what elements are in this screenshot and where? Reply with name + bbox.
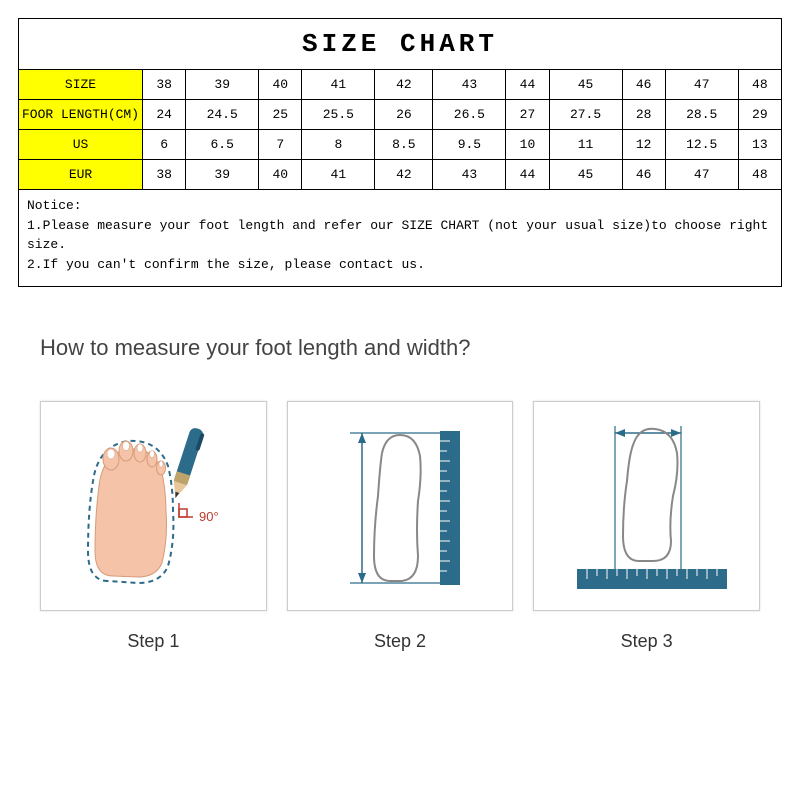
table-cell: 12.5 (665, 130, 738, 160)
table-cell: 47 (665, 70, 738, 100)
table-cell: 44 (506, 160, 549, 190)
table-cell: 25 (259, 100, 302, 130)
step-2-image (287, 401, 514, 611)
table-cell: 41 (302, 160, 375, 190)
table-cell: 38 (143, 70, 186, 100)
table-cell: 7 (259, 130, 302, 160)
table-cell: 39 (186, 160, 259, 190)
table-cell: 46 (622, 70, 665, 100)
table-cell: 42 (375, 160, 433, 190)
ruler-horizontal-icon (577, 569, 727, 589)
step-3: Step 3 (533, 401, 760, 652)
table-cell: 24 (143, 100, 186, 130)
table-cell: 26 (375, 100, 433, 130)
angle-text: 90° (199, 509, 219, 524)
notice-line: 2.If you can't confirm the size, please … (27, 255, 773, 275)
table-cell: 28.5 (665, 100, 738, 130)
table-row: EUR3839404142434445464748 (19, 160, 782, 190)
table-cell: 26.5 (433, 100, 506, 130)
table-cell: 39 (186, 70, 259, 100)
ruler-vertical-icon (440, 431, 460, 585)
table-cell: 46 (622, 160, 665, 190)
step-label: Step 3 (533, 631, 760, 652)
step-label: Step 2 (287, 631, 514, 652)
table-cell: 27 (506, 100, 549, 130)
howto-title: How to measure your foot length and widt… (40, 335, 760, 361)
notice-box: Notice: 1.Please measure your foot lengt… (18, 190, 782, 287)
row-label: US (19, 130, 143, 160)
step-1: 90° Step 1 (40, 401, 267, 652)
table-cell: 40 (259, 70, 302, 100)
step-3-image (533, 401, 760, 611)
table-row: FOOR LENGTH(CM)2424.52525.52626.52727.52… (19, 100, 782, 130)
table-cell: 8 (302, 130, 375, 160)
table-cell: 6 (143, 130, 186, 160)
table-cell: 24.5 (186, 100, 259, 130)
table-row: SIZE3839404142434445464748 (19, 70, 782, 100)
table-cell: 29 (738, 100, 781, 130)
howto-section: How to measure your foot length and widt… (0, 305, 800, 672)
table-cell: 48 (738, 70, 781, 100)
table-cell: 45 (549, 160, 622, 190)
table-cell: 8.5 (375, 130, 433, 160)
table-cell: 42 (375, 70, 433, 100)
step-1-image: 90° (40, 401, 267, 611)
notice-heading: Notice: (27, 196, 773, 216)
table-cell: 12 (622, 130, 665, 160)
table-cell: 27.5 (549, 100, 622, 130)
size-chart-section: SIZE CHART SIZE3839404142434445464748FOO… (0, 0, 800, 305)
table-row: US66.5788.59.510111212.513 (19, 130, 782, 160)
table-cell: 9.5 (433, 130, 506, 160)
steps-row: 90° Step 1 (40, 401, 760, 652)
table-cell: 10 (506, 130, 549, 160)
foot-trace-icon: 90° (53, 411, 253, 601)
row-label: SIZE (19, 70, 143, 100)
table-cell: 48 (738, 160, 781, 190)
step-label: Step 1 (40, 631, 267, 652)
table-cell: 38 (143, 160, 186, 190)
foot-length-icon (300, 411, 500, 601)
table-cell: 6.5 (186, 130, 259, 160)
table-cell: 45 (549, 70, 622, 100)
table-cell: 43 (433, 70, 506, 100)
row-label: EUR (19, 160, 143, 190)
table-cell: 44 (506, 70, 549, 100)
table-cell: 47 (665, 160, 738, 190)
foot-width-icon (547, 411, 747, 601)
size-table: SIZE3839404142434445464748FOOR LENGTH(CM… (18, 69, 782, 190)
chart-title: SIZE CHART (18, 18, 782, 69)
table-cell: 13 (738, 130, 781, 160)
notice-line: 1.Please measure your foot length and re… (27, 216, 773, 255)
table-cell: 41 (302, 70, 375, 100)
step-2: Step 2 (287, 401, 514, 652)
table-cell: 11 (549, 130, 622, 160)
row-label: FOOR LENGTH(CM) (19, 100, 143, 130)
table-cell: 28 (622, 100, 665, 130)
table-cell: 25.5 (302, 100, 375, 130)
table-cell: 40 (259, 160, 302, 190)
table-cell: 43 (433, 160, 506, 190)
